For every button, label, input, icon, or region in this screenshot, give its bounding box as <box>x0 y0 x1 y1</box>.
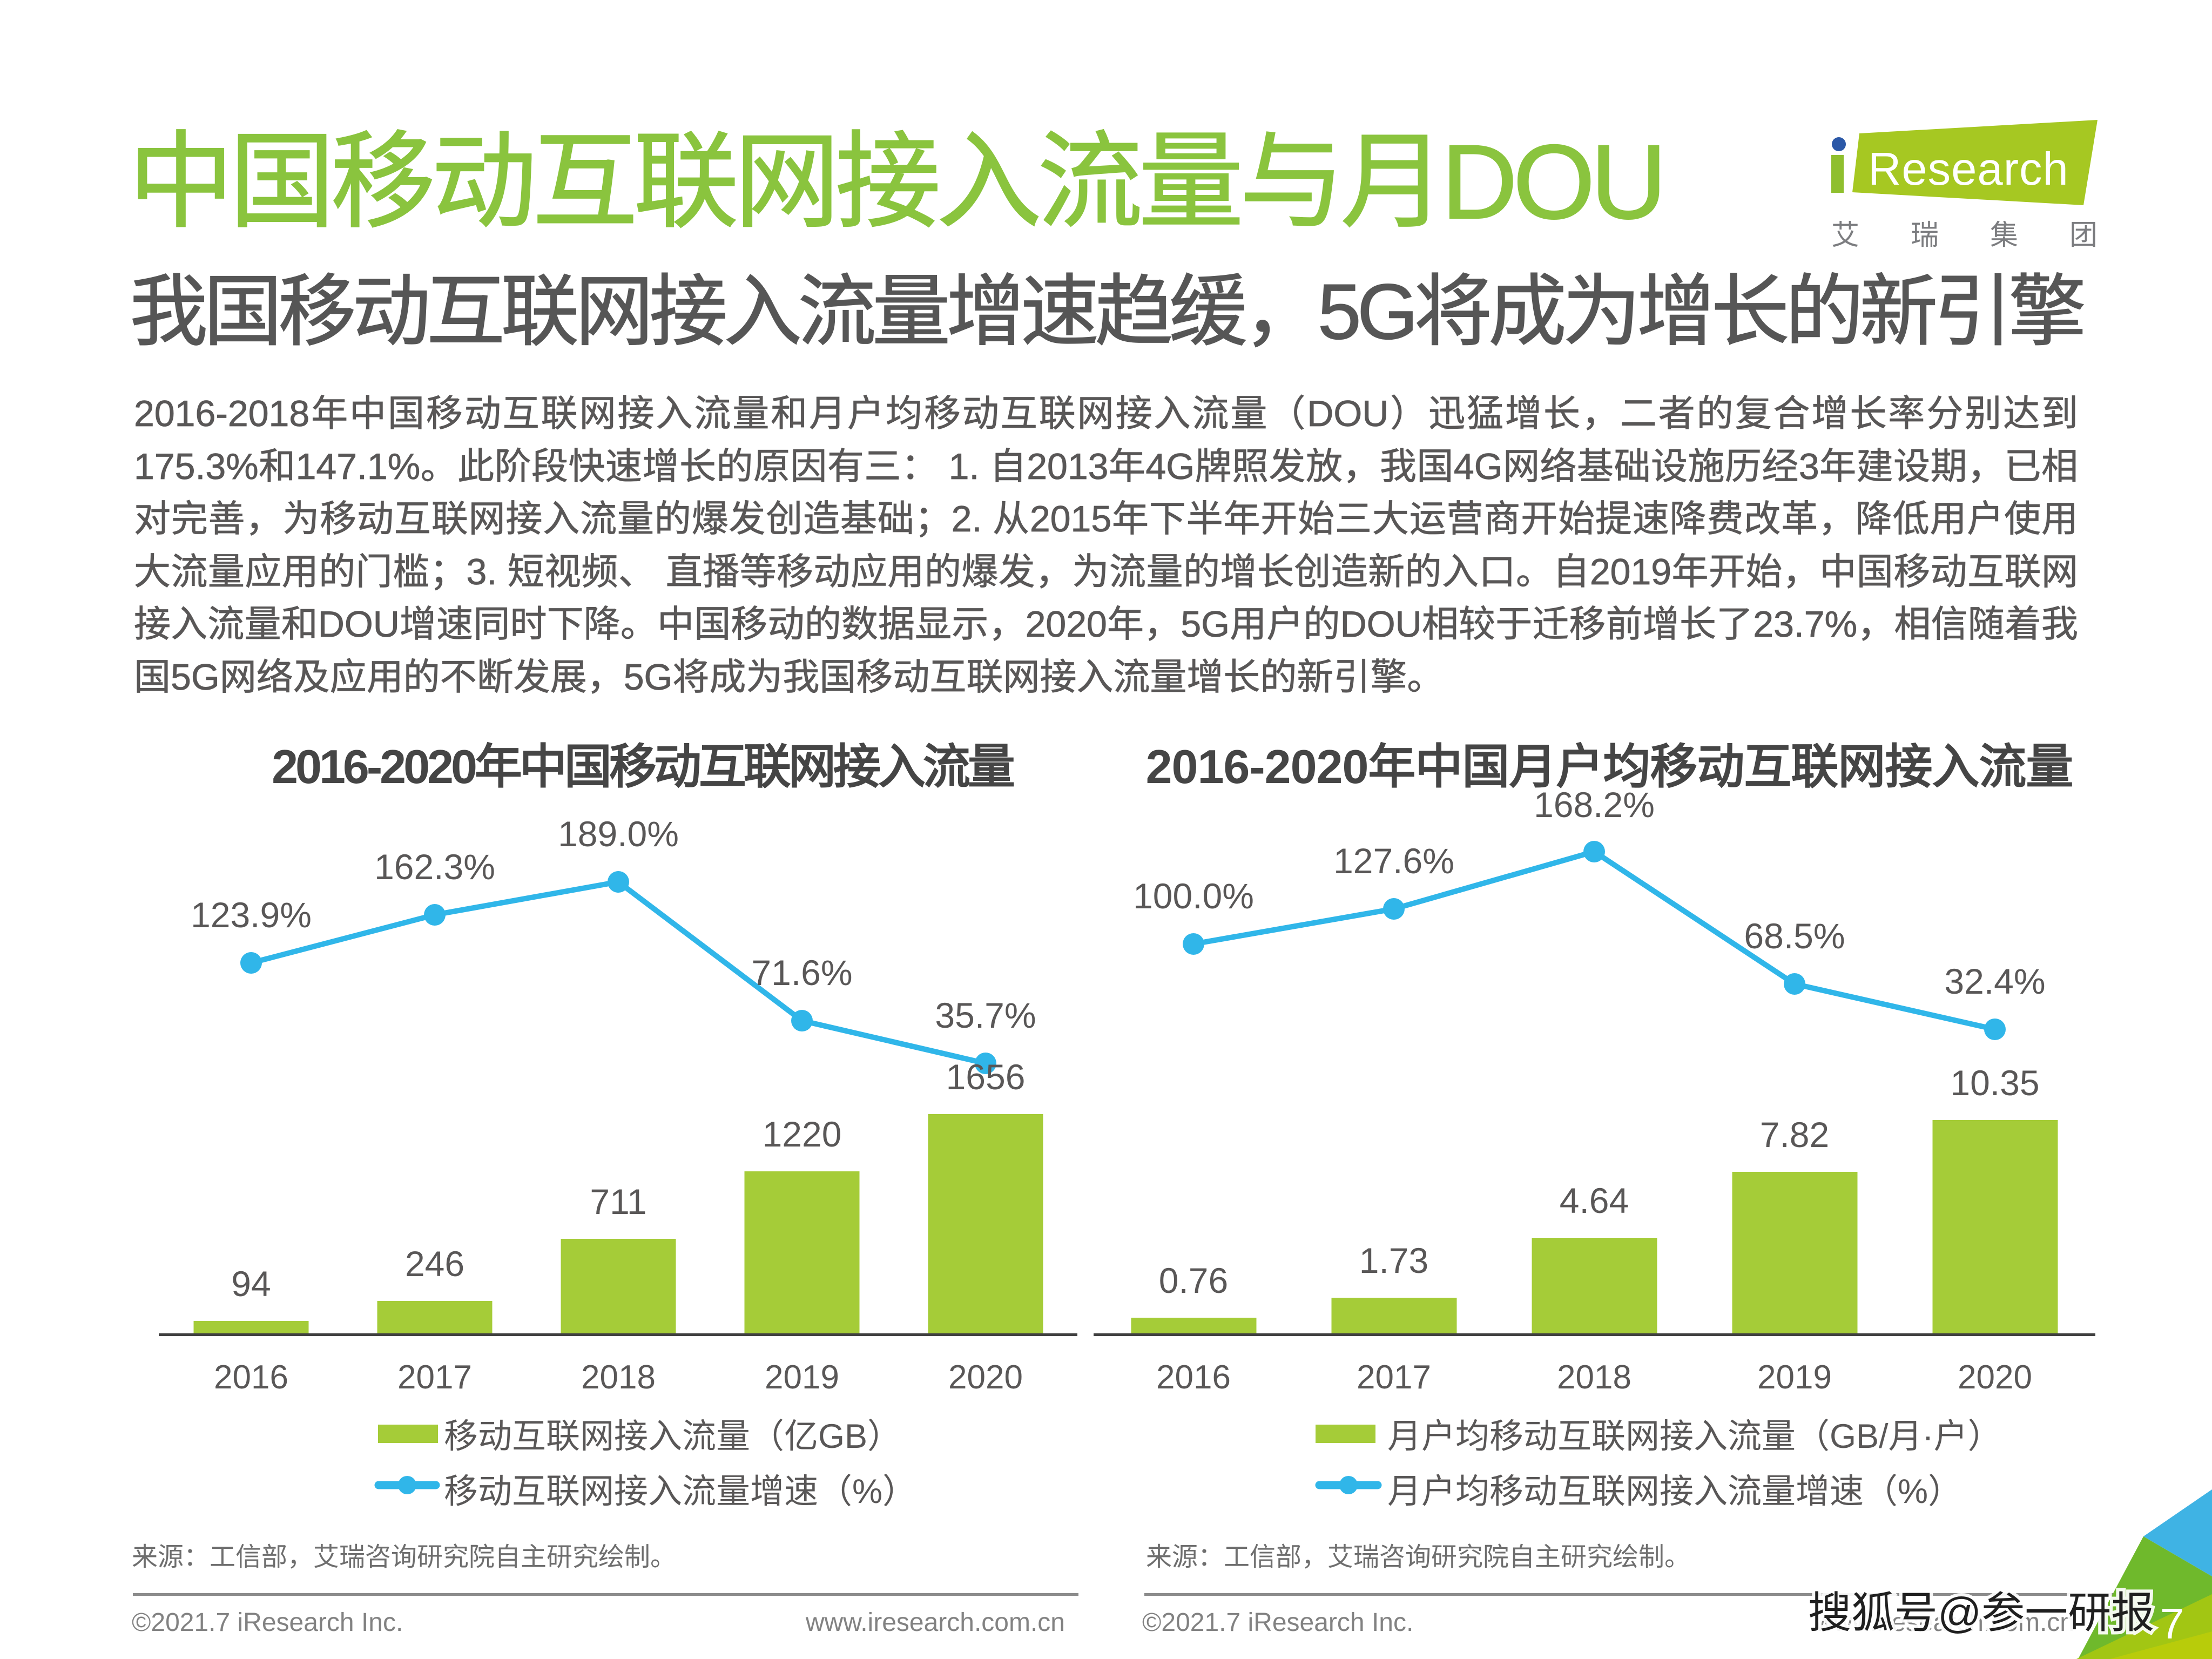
svg-text:32.4%: 32.4% <box>1944 961 2045 1001</box>
svg-text:2016-2020年中国移动互联网接入流量: 2016-2020年中国移动互联网接入流量 <box>272 740 1014 793</box>
svg-text:2020: 2020 <box>1958 1359 2032 1396</box>
svg-text:©2021.7 iResearch Inc.: ©2021.7 iResearch Inc. <box>1142 1608 1413 1637</box>
svg-text:移动互联网接入流量（亿GB）: 移动互联网接入流量（亿GB） <box>444 1418 901 1455</box>
svg-text:4.64: 4.64 <box>1560 1181 1629 1220</box>
svg-text:来源：工信部，艾瑞咨询研究院自主研究绘制。: 来源：工信部，艾瑞咨询研究院自主研究绘制。 <box>132 1543 676 1572</box>
svg-text:2016-2020年中国月户均移动互联网接入流量: 2016-2020年中国月户均移动互联网接入流量 <box>1146 740 2073 793</box>
svg-text:月户均移动互联网接入流量（GB/月·户）: 月户均移动互联网接入流量（GB/月·户） <box>1387 1418 2002 1455</box>
svg-text:www.iresearch.com.cn: www.iresearch.com.cn <box>1815 1608 2074 1637</box>
svg-text:246: 246 <box>405 1244 464 1284</box>
svg-text:10.35: 10.35 <box>1950 1063 2039 1103</box>
svg-text:127.6%: 127.6% <box>1333 841 1454 881</box>
svg-text:2018: 2018 <box>581 1359 656 1396</box>
svg-text:0.76: 0.76 <box>1159 1260 1228 1300</box>
svg-text:711: 711 <box>590 1182 646 1222</box>
svg-text:月户均移动互联网接入流量增速（%）: 月户均移动互联网接入流量增速（%） <box>1387 1473 1962 1510</box>
svg-text:68.5%: 68.5% <box>1744 916 1845 956</box>
svg-text:2019: 2019 <box>765 1359 839 1396</box>
svg-text:162.3%: 162.3% <box>374 847 495 887</box>
svg-text:7.82: 7.82 <box>1760 1115 1829 1155</box>
svg-text:移动互联网接入流量增速（%）: 移动互联网接入流量增速（%） <box>444 1473 916 1510</box>
svg-text:123.9%: 123.9% <box>191 895 312 935</box>
svg-text:搜狐号@参一研报: 搜狐号@参一研报 <box>1808 1589 2154 1637</box>
svg-text:2017: 2017 <box>1357 1359 1431 1396</box>
svg-text:7: 7 <box>2160 1600 2184 1648</box>
svg-text:2019: 2019 <box>1757 1359 1832 1396</box>
svg-text:2020: 2020 <box>948 1359 1023 1396</box>
svg-text:2016: 2016 <box>1156 1359 1231 1396</box>
svg-text:1220: 1220 <box>763 1114 842 1154</box>
svg-text:35.7%: 35.7% <box>935 995 1036 1035</box>
svg-text:94: 94 <box>231 1264 271 1304</box>
svg-text:www.iresearch.com.cn: www.iresearch.com.cn <box>805 1608 1065 1637</box>
svg-text:100.0%: 100.0% <box>1133 876 1254 916</box>
svg-text:1.73: 1.73 <box>1359 1240 1428 1280</box>
svg-text:来源：工信部，艾瑞咨询研究院自主研究绘制。: 来源：工信部，艾瑞咨询研究院自主研究绘制。 <box>1146 1543 1690 1572</box>
svg-text:71.6%: 71.6% <box>751 953 852 993</box>
svg-text:1656: 1656 <box>946 1057 1026 1097</box>
svg-text:2017: 2017 <box>397 1359 472 1396</box>
svg-text:168.2%: 168.2% <box>1534 785 1655 825</box>
svg-text:搜狐号@参一研报: 搜狐号@参一研报 <box>1808 1589 2154 1637</box>
svg-text:艾瑞集团: 艾瑞集团 <box>1831 220 2149 251</box>
svg-text:Research: Research <box>1868 144 2069 195</box>
svg-text:2016: 2016 <box>214 1359 288 1396</box>
svg-text:189.0%: 189.0% <box>558 814 679 854</box>
svg-text:2018: 2018 <box>1557 1359 1631 1396</box>
svg-text:©2021.7 iResearch Inc.: ©2021.7 iResearch Inc. <box>132 1608 403 1637</box>
